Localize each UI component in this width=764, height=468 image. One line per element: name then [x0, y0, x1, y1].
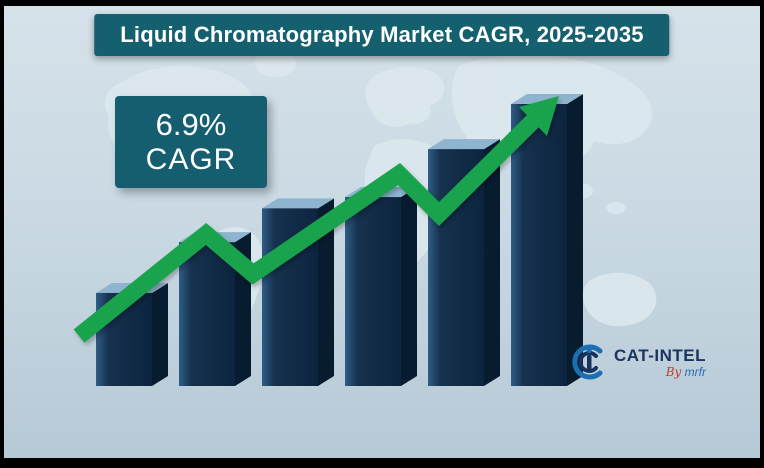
cat-intel-logo-icon [572, 344, 603, 380]
logo-text: CAT-INTEL By mrfr [614, 347, 706, 378]
cagr-label: CAGR [145, 142, 237, 176]
chart-title-banner: Liquid Chromatography Market CAGR, 2025-… [94, 14, 670, 56]
chart-title: Liquid Chromatography Market CAGR, 2025-… [120, 22, 644, 47]
bar-6 [511, 94, 583, 386]
cagr-value: 6.9% [155, 106, 227, 142]
logo-by-suffix: mrfr [684, 364, 706, 379]
trend-arrow [73, 96, 559, 343]
infographic-canvas: Liquid Chromatography Market CAGR, 2025-… [4, 6, 760, 458]
bar-4 [345, 187, 417, 386]
logo-by-word: By [665, 364, 682, 379]
brand-logo: CAT-INTEL By mrfr [569, 342, 706, 382]
cagr-callout: 6.9% CAGR [115, 96, 267, 188]
logo-byline: By mrfr [614, 366, 706, 378]
bar-chart [73, 51, 657, 386]
logo-brand-text: CAT-INTEL [613, 345, 706, 365]
